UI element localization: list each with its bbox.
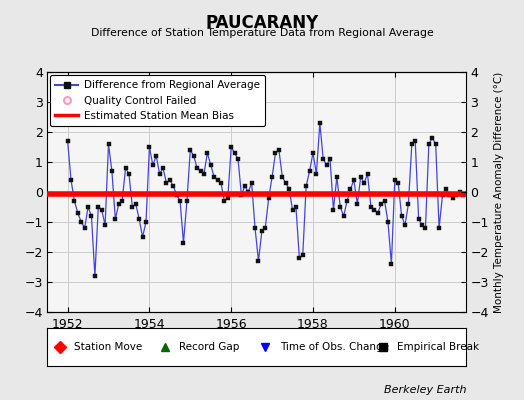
Text: Record Gap: Record Gap xyxy=(179,342,239,352)
Text: PAUCARANY: PAUCARANY xyxy=(205,14,319,32)
Y-axis label: Monthly Temperature Anomaly Difference (°C): Monthly Temperature Anomaly Difference (… xyxy=(495,71,505,313)
Text: Station Move: Station Move xyxy=(74,342,143,352)
Text: Empirical Break: Empirical Break xyxy=(397,342,479,352)
Legend: Difference from Regional Average, Quality Control Failed, Estimated Station Mean: Difference from Regional Average, Qualit… xyxy=(50,75,265,126)
Text: Difference of Station Temperature Data from Regional Average: Difference of Station Temperature Data f… xyxy=(91,28,433,38)
Text: Berkeley Earth: Berkeley Earth xyxy=(384,385,466,395)
Text: Time of Obs. Change: Time of Obs. Change xyxy=(280,342,389,352)
